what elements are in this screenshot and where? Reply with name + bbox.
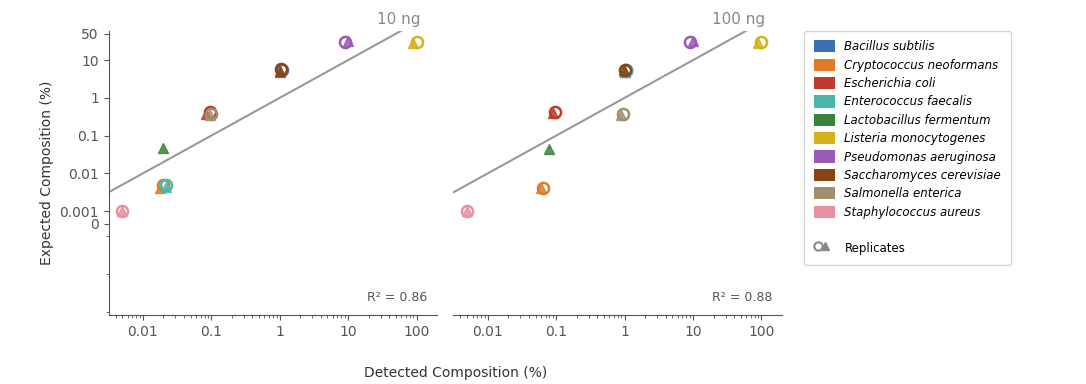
Text: R² = 0.86: R² = 0.86: [367, 291, 427, 303]
Y-axis label: Expected Composition (%): Expected Composition (%): [40, 81, 54, 265]
Text: R² = 0.88: R² = 0.88: [711, 291, 772, 303]
Text: 100 ng: 100 ng: [712, 12, 766, 27]
Text: 10 ng: 10 ng: [377, 12, 420, 27]
Legend: Bacillus subtilis, Cryptococcus neoformans, Escherichia coli, Enterococcus faeca: Bacillus subtilis, Cryptococcus neoforma…: [805, 31, 1011, 265]
Text: Detected Composition (%): Detected Composition (%): [365, 366, 547, 380]
